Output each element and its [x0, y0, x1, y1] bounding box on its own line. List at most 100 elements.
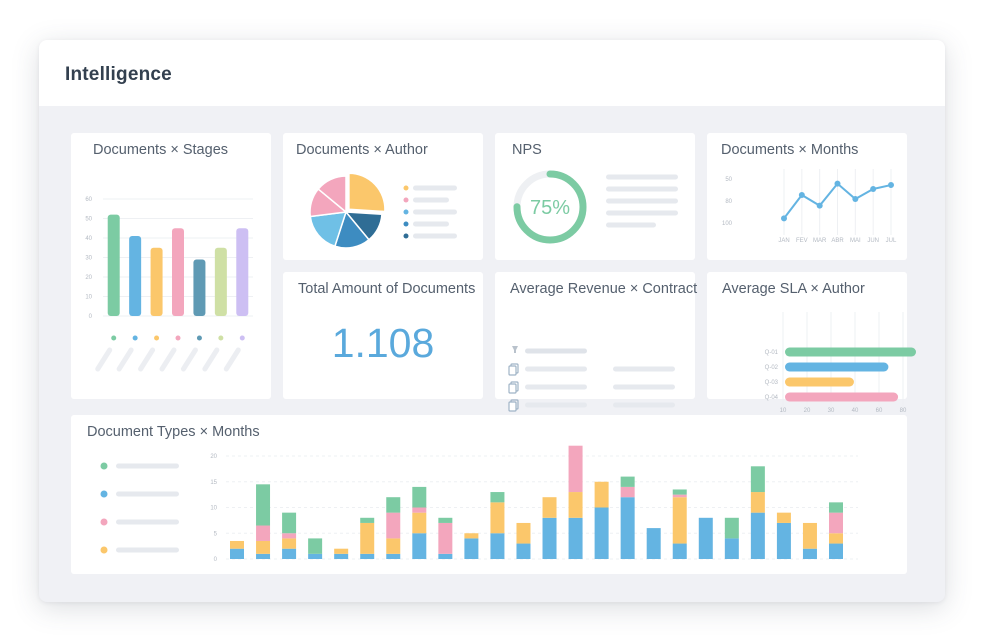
- pie-slice: [317, 175, 347, 214]
- legend-label-placeholder: [138, 347, 156, 372]
- stacked-bar-segment: [282, 512, 297, 534]
- card-documents-author[interactable]: Documents × Author: [283, 133, 483, 260]
- y-tick-label: 30: [85, 256, 92, 262]
- x-tick-label: JUL: [886, 238, 897, 244]
- card-average-sla[interactable]: Average SLA × Author 10 20 30 40 60 80 Q-01 Q-0…: [707, 272, 917, 425]
- stacked-bar-segment: [412, 512, 427, 534]
- filter-icon: [512, 346, 518, 353]
- x-tick-label: JAN: [778, 238, 789, 244]
- x-tick-label: 60: [876, 408, 883, 414]
- nps-text-placeholder: [606, 222, 656, 228]
- bar: [236, 228, 249, 316]
- y-tick-label: 0: [214, 557, 218, 563]
- stacked-bar-segment: [516, 543, 531, 559]
- card-title: Documents × Author: [296, 142, 428, 158]
- legend-dot: [111, 335, 117, 341]
- card-total-documents[interactable]: Total Amount of Documents 1.108: [283, 272, 483, 399]
- stacked-bar-segment: [490, 492, 505, 503]
- stacked-bar-segment: [412, 533, 427, 559]
- dashboard-window: Intelligence Documents × Stages 0 10 20 30 4…: [39, 40, 945, 602]
- y-tick-label: 15: [210, 480, 217, 486]
- average-revenue-table: [508, 346, 675, 430]
- x-tick-label: 30: [828, 408, 835, 414]
- cell-placeholder: [525, 402, 587, 408]
- nps-text-placeholder: [606, 174, 678, 180]
- card-nps[interactable]: NPS 75%: [495, 133, 695, 260]
- stacked-bar-segment: [620, 476, 635, 487]
- documents-author-chart: [309, 172, 457, 249]
- legend-label-placeholder: [223, 347, 241, 372]
- stacked-bar-segment: [620, 497, 635, 559]
- stacked-bar-segment: [334, 553, 349, 559]
- stacked-bar-segment: [464, 533, 479, 539]
- stacked-bar-segment: [308, 553, 323, 559]
- nps-text-placeholder: [606, 198, 678, 204]
- stacked-bar-segment: [802, 522, 817, 549]
- legend-dot: [100, 462, 108, 470]
- bar: [785, 347, 917, 357]
- stacked-bar-segment: [464, 538, 479, 559]
- stacked-bar-segment: [360, 517, 375, 523]
- legend-dot: [100, 546, 108, 554]
- card-title: NPS: [512, 142, 542, 158]
- stacked-bar-segment: [360, 522, 375, 554]
- card-title: Documents × Months: [721, 142, 859, 158]
- y-tick-label: 80: [725, 199, 732, 205]
- stacked-bar-segment: [386, 553, 401, 559]
- filter-label-placeholder: [525, 348, 587, 354]
- bar: [785, 377, 854, 387]
- nps-value: 75%: [530, 197, 570, 219]
- x-tick-label: 40: [852, 408, 859, 414]
- y-tick-label: Q-02: [765, 365, 779, 371]
- y-tick-label: 5: [214, 531, 218, 537]
- nps-chart: 75%: [513, 170, 678, 244]
- stacked-bar-segment: [646, 528, 661, 559]
- y-tick-label: 50: [85, 217, 92, 223]
- card-average-revenue[interactable]: Average Revenue × Contract: [495, 272, 697, 430]
- stacked-bar-segment: [829, 502, 843, 513]
- legend-label-placeholder: [413, 233, 457, 239]
- y-tick-label: 50: [725, 177, 732, 183]
- stacked-bar-segment: [594, 481, 609, 508]
- stacked-bar-segment: [724, 517, 739, 539]
- x-tick-label: JUN: [867, 238, 879, 244]
- document-icon-shape: [508, 401, 517, 412]
- titlebar: Intelligence: [39, 40, 945, 106]
- documents-stages-chart: 0 10 20 30 40 50 60: [85, 197, 253, 372]
- x-tick-label: MAI: [850, 238, 861, 244]
- x-tick-label: 20: [804, 408, 811, 414]
- stacked-bar-segment: [256, 525, 271, 541]
- legend-label-placeholder: [116, 463, 179, 469]
- y-tick-label: 40: [85, 236, 92, 242]
- legend-dot: [100, 518, 108, 526]
- x-tick-label: 80: [900, 408, 907, 414]
- stacked-bar-segment: [750, 466, 765, 493]
- data-point: [781, 215, 787, 222]
- bar: [172, 228, 184, 316]
- legend-dot: [403, 209, 409, 215]
- stacked-bar-segment: [386, 512, 401, 539]
- stacked-bar-segment: [672, 494, 687, 498]
- data-point: [852, 196, 859, 202]
- card-documents-stages[interactable]: Documents × Stages 0 10 20 30 40 50 60: [71, 133, 271, 399]
- stacked-bar-segment: [568, 517, 583, 559]
- stacked-bar-segment: [698, 517, 713, 559]
- bar: [150, 247, 163, 316]
- legend-dot: [403, 233, 409, 239]
- stacked-bar-segment: [672, 489, 687, 495]
- card-title: Average Revenue × Contract: [510, 281, 698, 297]
- stacked-bar-segment: [620, 486, 635, 498]
- stacked-bar-segment: [829, 533, 843, 544]
- stacked-bar-segment: [438, 553, 453, 559]
- legend-dot: [100, 490, 108, 498]
- y-tick-label: 100: [722, 221, 733, 227]
- card-documents-months[interactable]: Documents × Months 50 80 100 JAN FEV MAR ABR MA…: [707, 133, 907, 260]
- card-document-types-months[interactable]: Document Types × Months 0 5 10 15 20: [71, 415, 907, 574]
- stacked-bar-segment: [776, 512, 791, 523]
- stacked-bar-segment: [516, 522, 531, 544]
- stacked-bar-segment: [282, 533, 297, 539]
- stacked-bar-segment: [568, 445, 583, 493]
- data-point: [816, 202, 823, 209]
- card-title: Average SLA × Author: [722, 281, 865, 297]
- document-types-chart: 0 5 10 15 20: [100, 445, 858, 563]
